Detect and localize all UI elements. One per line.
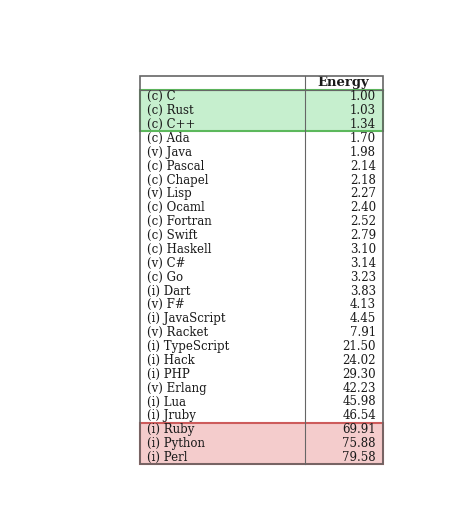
Text: 69.91: 69.91 bbox=[342, 423, 376, 436]
Text: 3.23: 3.23 bbox=[350, 271, 376, 284]
Text: (i) JavaScript: (i) JavaScript bbox=[146, 312, 225, 326]
Text: 1.00: 1.00 bbox=[350, 90, 376, 104]
Text: (c) Ada: (c) Ada bbox=[146, 132, 189, 145]
Bar bbox=[140, 90, 383, 132]
Text: (i) Jruby: (i) Jruby bbox=[146, 409, 196, 422]
Text: 7.91: 7.91 bbox=[350, 326, 376, 339]
Text: (i) Perl: (i) Perl bbox=[146, 451, 187, 464]
Text: (v) Java: (v) Java bbox=[146, 146, 191, 159]
Text: 2.14: 2.14 bbox=[350, 160, 376, 173]
Text: (c) Go: (c) Go bbox=[146, 271, 183, 284]
Text: (v) Racket: (v) Racket bbox=[146, 326, 208, 339]
Text: 1.03: 1.03 bbox=[350, 104, 376, 117]
Text: (i) Ruby: (i) Ruby bbox=[146, 423, 194, 436]
Text: (c) Rust: (c) Rust bbox=[146, 104, 193, 117]
Bar bbox=[140, 76, 383, 465]
Bar bbox=[140, 423, 383, 465]
Text: Energy: Energy bbox=[318, 76, 370, 89]
Text: 79.58: 79.58 bbox=[342, 451, 376, 464]
Text: (v) Erlang: (v) Erlang bbox=[146, 382, 206, 395]
Text: (c) C: (c) C bbox=[146, 90, 175, 104]
Text: (i) Hack: (i) Hack bbox=[146, 354, 194, 367]
Text: (i) Dart: (i) Dart bbox=[146, 285, 190, 297]
Text: 2.40: 2.40 bbox=[350, 201, 376, 215]
Text: (v) F#: (v) F# bbox=[146, 298, 184, 311]
Text: 75.88: 75.88 bbox=[342, 437, 376, 450]
Text: (c) Pascal: (c) Pascal bbox=[146, 160, 204, 173]
Text: 3.14: 3.14 bbox=[350, 257, 376, 270]
Text: (c) Swift: (c) Swift bbox=[146, 229, 197, 242]
Text: (i) TypeScript: (i) TypeScript bbox=[146, 340, 229, 353]
Text: (v) C#: (v) C# bbox=[146, 257, 185, 270]
Text: (i) Python: (i) Python bbox=[146, 437, 205, 450]
Text: 3.10: 3.10 bbox=[350, 243, 376, 256]
Text: 45.98: 45.98 bbox=[342, 396, 376, 408]
Text: 4.13: 4.13 bbox=[350, 298, 376, 311]
Text: 1.34: 1.34 bbox=[350, 118, 376, 131]
Text: 2.18: 2.18 bbox=[350, 174, 376, 186]
Text: (c) Fortran: (c) Fortran bbox=[146, 215, 211, 228]
Text: 1.70: 1.70 bbox=[350, 132, 376, 145]
Text: (c) C++: (c) C++ bbox=[146, 118, 195, 131]
Text: 21.50: 21.50 bbox=[342, 340, 376, 353]
Text: (i) Lua: (i) Lua bbox=[146, 396, 186, 408]
Text: (c) Ocaml: (c) Ocaml bbox=[146, 201, 204, 215]
Text: 24.02: 24.02 bbox=[342, 354, 376, 367]
Text: (c) Chapel: (c) Chapel bbox=[146, 174, 208, 186]
Text: 42.23: 42.23 bbox=[342, 382, 376, 395]
Text: 4.45: 4.45 bbox=[350, 312, 376, 326]
Text: 46.54: 46.54 bbox=[342, 409, 376, 422]
Text: 2.52: 2.52 bbox=[350, 215, 376, 228]
Text: 2.27: 2.27 bbox=[350, 187, 376, 200]
Text: 29.30: 29.30 bbox=[342, 368, 376, 381]
Text: 1.98: 1.98 bbox=[350, 146, 376, 159]
Text: (i) PHP: (i) PHP bbox=[146, 368, 190, 381]
Text: (c) Haskell: (c) Haskell bbox=[146, 243, 211, 256]
Text: (v) Lisp: (v) Lisp bbox=[146, 187, 191, 200]
Text: 3.83: 3.83 bbox=[350, 285, 376, 297]
Bar bbox=[140, 76, 383, 465]
Text: 2.79: 2.79 bbox=[350, 229, 376, 242]
